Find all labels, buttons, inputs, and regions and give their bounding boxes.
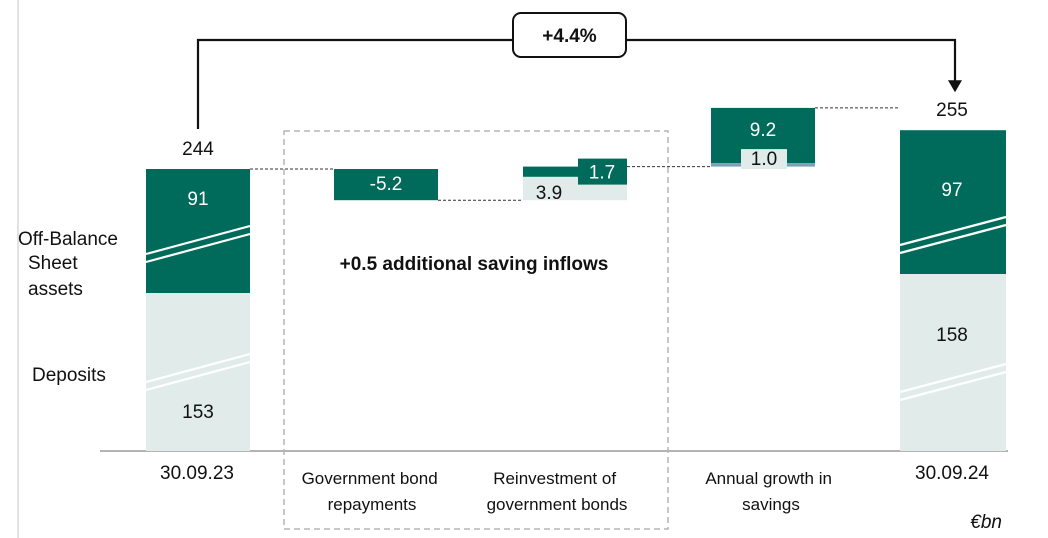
break-start-line-0 xyxy=(145,224,251,256)
label-reinvestment-dark: 1.7 xyxy=(589,163,615,184)
bar-end-off-balance xyxy=(900,130,1006,274)
label-reinvestment-light: 3.9 xyxy=(536,183,562,204)
growth-arrow-head xyxy=(948,80,962,93)
series-label-off-balance-1: Off-Balance xyxy=(18,229,118,250)
label-growth-dark: 9.2 xyxy=(750,120,776,141)
label-end-deposits: 158 xyxy=(936,325,968,346)
category-bond-repayments-1: Government bond xyxy=(302,469,438,488)
bar-start-deposits xyxy=(146,293,250,451)
bar-reinvestment-dark xyxy=(523,166,627,177)
label-growth-light: 1.0 xyxy=(751,149,777,170)
category-growth-1: Annual growth in xyxy=(705,469,832,488)
growth-badge-label: +4.4% xyxy=(542,26,597,47)
category-bond-repayments: Government bond repayments xyxy=(302,469,443,514)
label-start-off-balance: 91 xyxy=(187,189,208,210)
break-start-line-1 xyxy=(145,232,251,264)
label-start-deposits: 153 xyxy=(182,402,214,423)
category-end: 30.09.24 xyxy=(915,463,989,484)
category-growth: Annual growth in savings xyxy=(705,469,836,514)
category-bond-repayments-2: repayments xyxy=(328,495,417,514)
saving-inflows-group-box xyxy=(283,130,669,530)
category-reinvestment-1: Reinvestment of xyxy=(493,469,616,488)
series-label-off-balance: Off-Balance Sheet assets xyxy=(18,229,123,300)
bar-end-deposits xyxy=(900,274,1006,451)
series-label-off-balance-3: assets xyxy=(28,279,83,300)
break-end-line-2 xyxy=(899,362,1007,394)
break-end-line-3 xyxy=(899,370,1007,402)
axis-break-start xyxy=(145,224,251,392)
category-reinvestment: Reinvestment of government bonds xyxy=(487,469,628,514)
category-reinvestment-2: government bonds xyxy=(487,495,628,514)
category-growth-2: savings xyxy=(742,495,800,514)
bar-reinvestment-label-box xyxy=(578,158,627,185)
bar-growth-label-box xyxy=(741,149,787,170)
axis-break-end xyxy=(899,215,1007,402)
bar-bond-repayments xyxy=(334,169,438,201)
label-end-total: 255 xyxy=(936,100,968,121)
category-start: 30.09.23 xyxy=(160,463,234,484)
series-label-deposits: Deposits xyxy=(32,365,106,386)
series-label-off-balance-2: Sheet xyxy=(28,253,78,274)
label-end-off-balance: 97 xyxy=(941,180,962,201)
break-end-line-0 xyxy=(899,215,1007,247)
break-start-line-3 xyxy=(145,360,251,392)
growth-badge xyxy=(512,12,627,58)
label-bond-repayments: -5.2 xyxy=(370,174,403,195)
break-start-line-2 xyxy=(145,352,251,384)
saving-inflows-annotation: +0.5 additional saving inflows xyxy=(340,254,609,275)
break-end-line-1 xyxy=(899,223,1007,255)
label-start-total: 244 xyxy=(182,139,214,160)
connector-lines xyxy=(250,107,900,201)
unit-label: €bn xyxy=(970,512,1002,533)
